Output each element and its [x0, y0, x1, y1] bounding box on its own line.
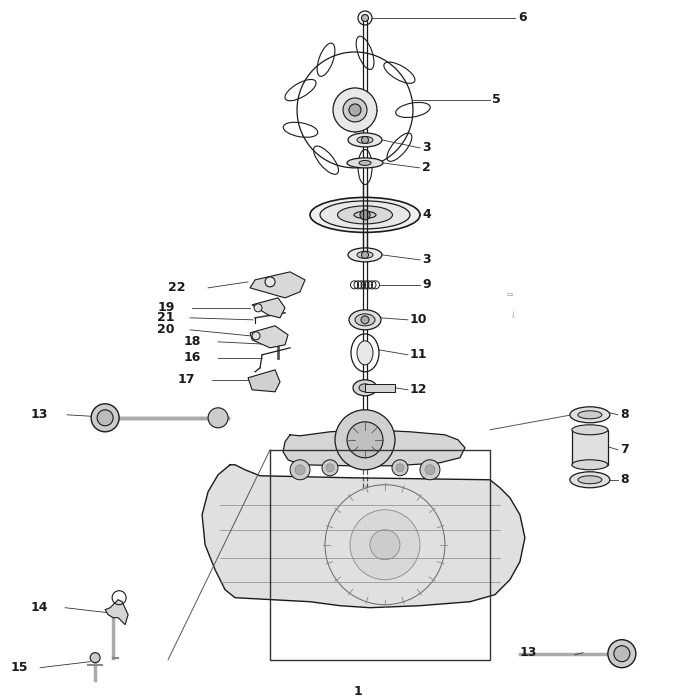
Circle shape: [254, 304, 262, 312]
Ellipse shape: [359, 384, 371, 392]
Circle shape: [322, 460, 338, 476]
Circle shape: [420, 460, 440, 480]
Text: 11: 11: [410, 349, 428, 361]
Ellipse shape: [359, 160, 371, 165]
Circle shape: [370, 530, 400, 560]
Circle shape: [295, 465, 305, 475]
Text: 1: 1: [354, 685, 363, 698]
Polygon shape: [283, 430, 465, 466]
Text: 22: 22: [168, 281, 186, 295]
Circle shape: [392, 460, 408, 476]
Polygon shape: [248, 370, 280, 392]
Ellipse shape: [349, 310, 381, 330]
Polygon shape: [250, 326, 288, 348]
Circle shape: [333, 88, 377, 132]
Polygon shape: [202, 465, 525, 608]
Text: 18: 18: [183, 335, 200, 349]
Ellipse shape: [578, 476, 602, 484]
Circle shape: [252, 332, 260, 340]
Circle shape: [361, 316, 369, 324]
Ellipse shape: [337, 206, 393, 224]
Text: =: =: [506, 290, 514, 300]
Text: 2: 2: [422, 162, 430, 174]
Polygon shape: [252, 298, 285, 318]
Text: 12: 12: [410, 384, 428, 396]
Ellipse shape: [570, 472, 610, 488]
Polygon shape: [250, 272, 305, 298]
Circle shape: [396, 464, 404, 472]
Text: 9: 9: [422, 279, 430, 291]
Text: 8: 8: [620, 408, 629, 421]
Text: 5: 5: [492, 94, 500, 106]
Circle shape: [90, 652, 100, 663]
Circle shape: [343, 98, 367, 122]
Circle shape: [361, 251, 368, 258]
Ellipse shape: [348, 133, 382, 147]
Text: 8: 8: [620, 473, 629, 486]
Text: 13: 13: [30, 408, 48, 421]
Circle shape: [91, 404, 119, 432]
Ellipse shape: [353, 380, 377, 395]
Text: 13: 13: [519, 646, 537, 659]
Ellipse shape: [578, 411, 602, 419]
Circle shape: [361, 136, 368, 144]
Circle shape: [361, 15, 368, 22]
Circle shape: [335, 410, 395, 470]
Ellipse shape: [357, 136, 373, 144]
Text: 17: 17: [177, 373, 195, 386]
Text: 21: 21: [157, 312, 174, 324]
Text: i.: i.: [512, 310, 518, 320]
Text: 3: 3: [422, 141, 430, 155]
Circle shape: [265, 277, 275, 287]
Ellipse shape: [357, 341, 373, 365]
Ellipse shape: [357, 251, 373, 258]
Ellipse shape: [348, 248, 382, 262]
Ellipse shape: [347, 158, 383, 168]
Polygon shape: [105, 600, 128, 624]
Circle shape: [360, 210, 370, 220]
Circle shape: [425, 465, 435, 475]
Text: 14: 14: [30, 601, 48, 614]
Circle shape: [347, 422, 383, 458]
Circle shape: [326, 464, 334, 472]
Ellipse shape: [570, 407, 610, 423]
Text: 19: 19: [157, 302, 174, 314]
Text: 16: 16: [183, 351, 200, 364]
Ellipse shape: [572, 460, 608, 470]
Ellipse shape: [572, 425, 608, 435]
Bar: [365, 384, 395, 392]
Circle shape: [350, 510, 420, 580]
Text: 4: 4: [422, 209, 430, 221]
Circle shape: [614, 645, 630, 661]
Text: 7: 7: [620, 443, 629, 456]
Text: 10: 10: [410, 314, 428, 326]
Circle shape: [608, 640, 636, 668]
Text: 6: 6: [518, 11, 526, 25]
Circle shape: [349, 104, 361, 116]
Ellipse shape: [355, 314, 375, 326]
Ellipse shape: [310, 197, 420, 232]
Circle shape: [208, 408, 228, 428]
Bar: [270, 450, 490, 659]
Ellipse shape: [354, 211, 376, 218]
Circle shape: [290, 460, 310, 480]
Circle shape: [97, 410, 113, 426]
Text: 20: 20: [157, 323, 174, 336]
Bar: [572, 430, 608, 465]
Text: 15: 15: [10, 662, 28, 674]
Text: 3: 3: [422, 253, 430, 267]
Ellipse shape: [320, 201, 410, 229]
